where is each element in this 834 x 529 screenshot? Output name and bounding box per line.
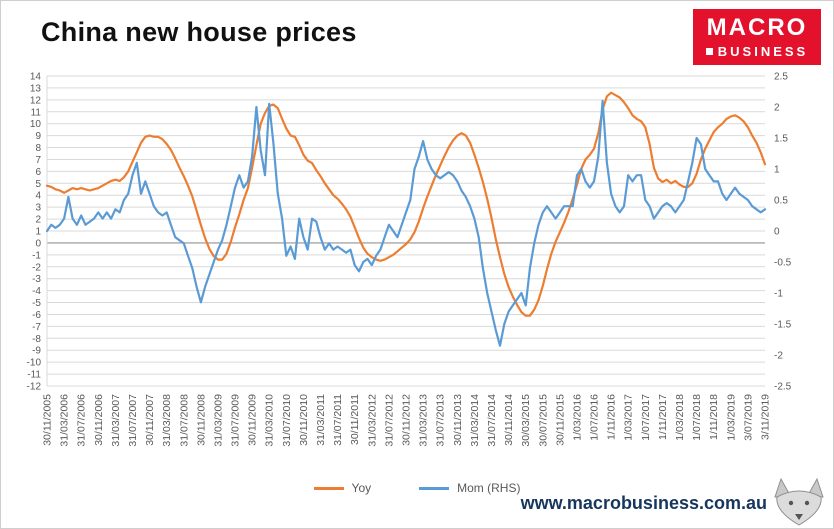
logo-text-business: BUSINESS: [717, 44, 809, 59]
svg-text:3: 3: [35, 203, 41, 214]
svg-text:10: 10: [30, 119, 42, 130]
svg-text:1/03/2017: 1/03/2017: [623, 394, 635, 441]
website-link[interactable]: www.macrobusiness.com.au: [520, 493, 767, 513]
svg-text:31/07/2011: 31/07/2011: [332, 394, 344, 446]
legend-item-yoy: Yoy: [313, 481, 372, 495]
svg-text:2: 2: [774, 103, 780, 114]
svg-text:-4: -4: [32, 286, 41, 297]
svg-text:-10: -10: [27, 358, 42, 369]
chart-legend: Yoy Mom (RHS): [1, 481, 833, 495]
svg-text:1/07/2017: 1/07/2017: [640, 394, 652, 441]
svg-text:-1: -1: [774, 289, 783, 300]
svg-text:30/11/2010: 30/11/2010: [298, 394, 310, 446]
svg-text:0: 0: [35, 238, 41, 249]
svg-text:31/07/2006: 31/07/2006: [76, 394, 88, 447]
logo-business-row: BUSINESS: [705, 44, 809, 59]
svg-text:6: 6: [35, 167, 41, 178]
svg-text:30/11/2008: 30/11/2008: [195, 394, 207, 446]
svg-text:31/03/2011: 31/03/2011: [315, 394, 327, 446]
svg-text:30/11/2013: 30/11/2013: [452, 394, 464, 446]
svg-text:1/11/2017: 1/11/2017: [657, 394, 669, 440]
svg-text:-5: -5: [32, 298, 41, 309]
svg-text:0.5: 0.5: [774, 196, 788, 207]
svg-text:31/03/2012: 31/03/2012: [366, 394, 378, 447]
logo-square-decoration: [705, 48, 713, 55]
svg-text:30/11/2014: 30/11/2014: [503, 394, 515, 446]
svg-text:30/03/2015: 30/03/2015: [520, 394, 532, 447]
svg-text:1/07/2016: 1/07/2016: [589, 394, 601, 441]
legend-label-mom: Mom (RHS): [457, 481, 521, 495]
svg-text:12: 12: [30, 95, 42, 106]
svg-text:13: 13: [30, 83, 42, 94]
svg-text:1/11/2016: 1/11/2016: [606, 394, 618, 440]
svg-text:-3: -3: [32, 274, 41, 285]
svg-text:-0.5: -0.5: [774, 258, 792, 269]
svg-text:-12: -12: [27, 382, 42, 393]
svg-text:31/03/2014: 31/03/2014: [469, 394, 481, 447]
svg-text:31/07/2008: 31/07/2008: [178, 394, 190, 447]
svg-text:30/11/2006: 30/11/2006: [93, 394, 105, 446]
svg-text:9: 9: [35, 131, 41, 142]
svg-text:-6: -6: [32, 310, 41, 321]
legend-label-yoy: Yoy: [351, 481, 372, 495]
svg-text:11: 11: [31, 107, 42, 118]
logo-text-macro: MACRO: [706, 14, 808, 41]
svg-text:31/07/2009: 31/07/2009: [230, 394, 242, 447]
svg-text:3/07/2019: 3/07/2019: [742, 394, 754, 441]
svg-text:30/11/2012: 30/11/2012: [401, 394, 413, 446]
svg-text:30/11/2015: 30/11/2015: [554, 394, 566, 446]
svg-text:1/03/2018: 1/03/2018: [674, 394, 686, 441]
svg-text:30/11/2005: 30/11/2005: [42, 394, 54, 446]
svg-text:1/07/2018: 1/07/2018: [691, 394, 703, 441]
svg-text:-1: -1: [32, 250, 41, 261]
svg-text:14: 14: [30, 72, 42, 83]
svg-text:2: 2: [35, 215, 41, 226]
svg-text:31/03/2013: 31/03/2013: [418, 394, 430, 447]
svg-text:31/07/2014: 31/07/2014: [486, 394, 498, 447]
svg-text:1/03/2016: 1/03/2016: [571, 394, 583, 441]
svg-text:7: 7: [35, 155, 41, 166]
svg-text:-9: -9: [32, 346, 41, 357]
svg-text:30/11/2009: 30/11/2009: [247, 394, 259, 446]
mom-line-swatch: [419, 486, 450, 490]
svg-text:31/07/2010: 31/07/2010: [281, 394, 293, 447]
svg-text:8: 8: [35, 143, 41, 154]
yoy-line-swatch: [313, 486, 344, 490]
legend-item-mom: Mom (RHS): [419, 481, 520, 495]
macrobusiness-logo: MACRO BUSINESS: [693, 9, 821, 65]
svg-text:31/07/2007: 31/07/2007: [127, 394, 139, 447]
svg-text:-2: -2: [32, 262, 41, 273]
svg-text:-1.5: -1.5: [774, 320, 792, 331]
svg-text:31/07/2012: 31/07/2012: [383, 394, 395, 447]
line-chart: 14131211109876543210-1-2-3-4-5-6-7-8-9-1…: [27, 72, 792, 447]
wolf-logo-icon: [774, 477, 824, 526]
svg-text:31/03/2007: 31/03/2007: [110, 394, 122, 447]
svg-text:4: 4: [35, 191, 41, 202]
svg-text:31/03/2010: 31/03/2010: [264, 394, 276, 447]
svg-text:31/03/2008: 31/03/2008: [161, 394, 173, 447]
svg-text:1.5: 1.5: [774, 134, 788, 145]
svg-text:-11: -11: [27, 370, 41, 381]
page-title: China new house prices: [41, 17, 357, 47]
svg-text:0: 0: [774, 227, 780, 238]
svg-text:1: 1: [774, 165, 780, 176]
svg-text:3/11/2019: 3/11/2019: [760, 394, 772, 440]
svg-text:31/03/2006: 31/03/2006: [59, 394, 71, 447]
svg-text:30/07/2015: 30/07/2015: [537, 394, 549, 447]
svg-text:2.5: 2.5: [774, 72, 788, 83]
svg-text:-2: -2: [774, 351, 783, 362]
svg-text:30/11/2011: 30/11/2011: [349, 394, 361, 445]
svg-text:31/07/2013: 31/07/2013: [435, 394, 447, 447]
svg-text:-2.5: -2.5: [774, 382, 792, 393]
svg-text:1: 1: [35, 227, 41, 238]
svg-text:1/03/2019: 1/03/2019: [725, 394, 737, 441]
svg-text:5: 5: [35, 179, 41, 190]
svg-text:31/03/2009: 31/03/2009: [212, 394, 224, 447]
svg-text:-8: -8: [32, 334, 41, 345]
svg-text:-7: -7: [32, 322, 41, 333]
svg-text:1/11/2018: 1/11/2018: [708, 394, 720, 440]
svg-text:30/11/2007: 30/11/2007: [144, 394, 156, 446]
